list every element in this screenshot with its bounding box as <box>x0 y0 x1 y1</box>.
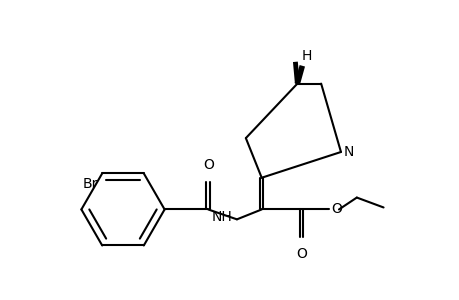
Text: Br: Br <box>83 177 98 191</box>
Text: O: O <box>202 158 213 172</box>
Text: H: H <box>301 49 311 63</box>
Text: O: O <box>295 247 306 261</box>
Text: N: N <box>343 145 353 159</box>
Text: NH: NH <box>211 210 231 224</box>
Text: O: O <box>330 202 341 216</box>
